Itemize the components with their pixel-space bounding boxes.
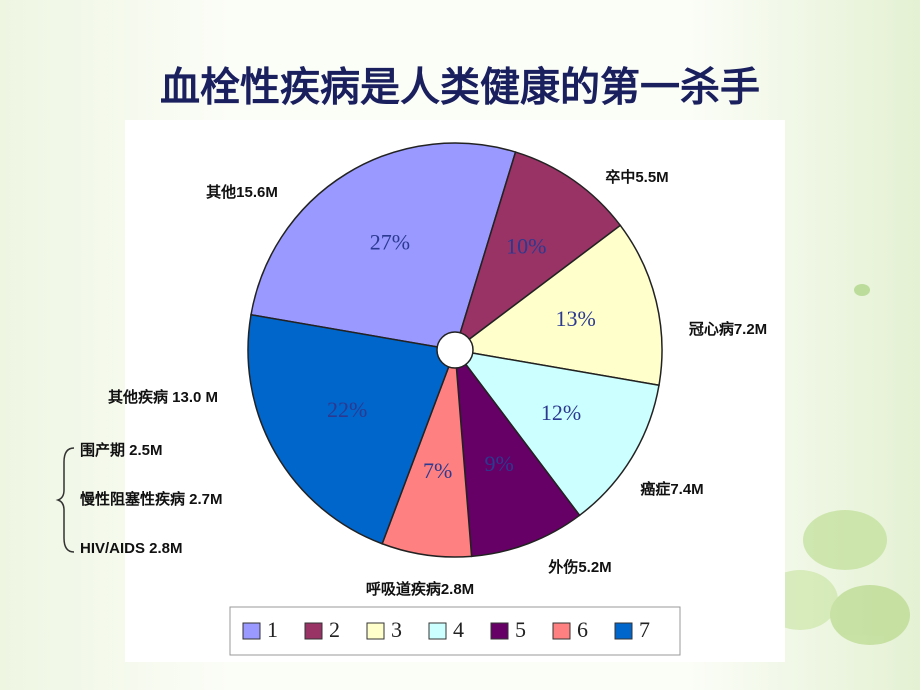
legend-label: 6 bbox=[577, 617, 588, 642]
annotation: 围产期 2.5M bbox=[80, 441, 163, 459]
slice-label: 其他15.6M bbox=[206, 183, 278, 201]
percent-label: 9% bbox=[484, 451, 513, 476]
slice-label: 外伤5.2M bbox=[547, 558, 611, 576]
slice bbox=[453, 224, 663, 387]
legend-box bbox=[229, 606, 681, 656]
legend-label: 5 bbox=[515, 617, 526, 642]
legend-swatch bbox=[552, 622, 571, 640]
percent-label: 7% bbox=[423, 458, 452, 483]
legend-swatch bbox=[490, 622, 509, 640]
legend-swatch bbox=[428, 622, 447, 640]
legend-label: 7 bbox=[639, 617, 650, 642]
legend-label: 2 bbox=[329, 617, 340, 642]
slice-label: 其他疾病 13.0 M bbox=[108, 388, 218, 406]
percent-label: 22% bbox=[327, 397, 367, 422]
legend-label: 3 bbox=[391, 617, 402, 642]
slice-label: 冠心病7.2M bbox=[689, 320, 767, 338]
center-hole bbox=[436, 331, 474, 369]
bracket bbox=[55, 447, 75, 553]
percent-label: 13% bbox=[556, 306, 596, 331]
slice-label: 卒中5.5M bbox=[605, 168, 668, 186]
percent-label: 27% bbox=[370, 229, 410, 254]
slice-label: 癌症7.4M bbox=[640, 480, 703, 498]
legend-swatch bbox=[614, 622, 633, 640]
percent-label: 10% bbox=[506, 233, 546, 258]
legend-label: 1 bbox=[267, 617, 278, 642]
chart-title: 血栓性疾病是人类健康的第一杀手 bbox=[160, 66, 760, 110]
legend-swatch bbox=[366, 622, 385, 640]
slice bbox=[247, 313, 457, 545]
legend-swatch bbox=[242, 622, 261, 640]
percent-label: 12% bbox=[541, 400, 581, 425]
annotation: HIV/AIDS 2.8M bbox=[80, 540, 183, 557]
slice bbox=[250, 142, 517, 351]
slice bbox=[453, 151, 622, 352]
slice-label: 呼吸道疾病2.8M bbox=[366, 580, 474, 598]
slice bbox=[454, 347, 581, 558]
slice bbox=[453, 348, 660, 517]
legend-swatch bbox=[304, 622, 323, 640]
annotation: 慢性阻塞性疾病 2.7M bbox=[80, 490, 223, 508]
legend-label: 4 bbox=[453, 617, 464, 642]
